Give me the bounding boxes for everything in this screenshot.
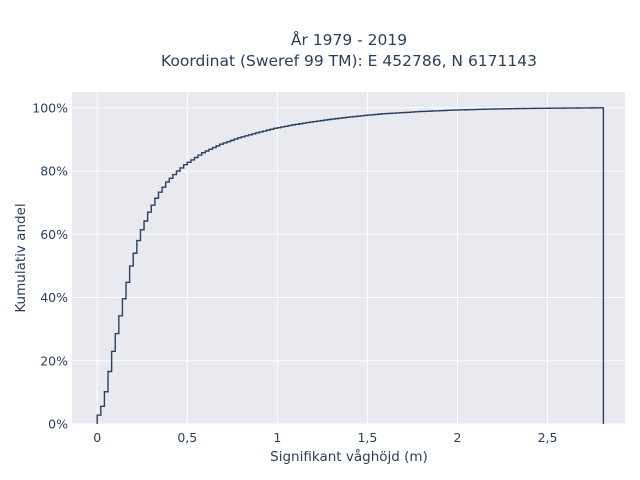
y-tick-label: 20% bbox=[40, 353, 68, 368]
x-tick-label: 2,5 bbox=[538, 430, 558, 445]
chart-title: År 1979 - 2019 bbox=[291, 30, 407, 49]
chart-subtitle: Koordinat (Sweref 99 TM): E 452786, N 61… bbox=[161, 52, 537, 70]
x-tick-label: 1 bbox=[273, 430, 281, 445]
x-tick-label: 1,5 bbox=[357, 430, 377, 445]
y-tick-label: 60% bbox=[40, 227, 68, 242]
x-axis-label: Signifikant våghöjd (m) bbox=[270, 448, 428, 465]
x-tick-label: 2 bbox=[454, 430, 462, 445]
grid bbox=[72, 92, 625, 425]
x-axis-ticks: 0 0,5 1 1,5 2 2,5 bbox=[93, 430, 557, 445]
y-tick-label: 0% bbox=[48, 417, 68, 432]
x-tick-label: 0 bbox=[93, 430, 101, 445]
plot-area bbox=[72, 92, 625, 424]
x-tick-label: 0,5 bbox=[177, 430, 197, 445]
series-line bbox=[96, 107, 605, 424]
y-tick-label: 100% bbox=[32, 100, 68, 115]
y-tick-label: 40% bbox=[40, 290, 68, 305]
y-axis-label: Kumulativ andel bbox=[13, 203, 29, 312]
y-axis-ticks: 0% 20% 40% 60% 80% 100% bbox=[32, 100, 68, 431]
y-tick-label: 80% bbox=[40, 164, 68, 179]
